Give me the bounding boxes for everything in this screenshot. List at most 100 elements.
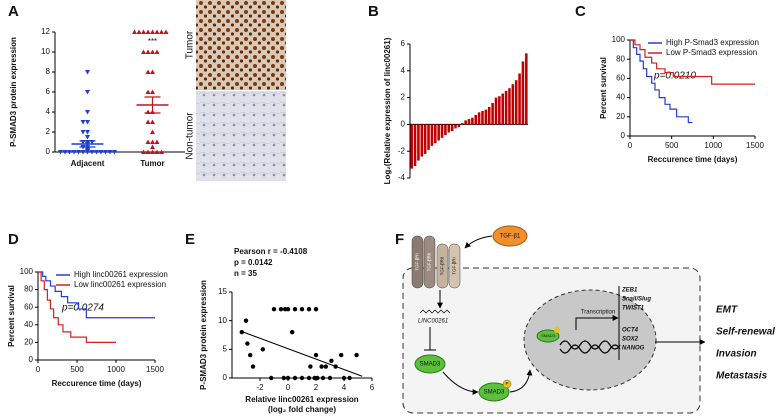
data-point bbox=[292, 375, 298, 381]
arrow bbox=[464, 235, 493, 249]
x-tick-label: 6 bbox=[370, 383, 375, 392]
data-point bbox=[150, 149, 155, 154]
dna bbox=[559, 340, 621, 350]
bar bbox=[484, 109, 488, 125]
receptor-label: TGF-βRI bbox=[452, 257, 457, 275]
y-tick-label: 0 bbox=[46, 147, 51, 156]
y-tick-label: 80 bbox=[24, 285, 33, 294]
x-tick-label: 0 bbox=[628, 141, 633, 150]
y-tick-label: 100 bbox=[20, 267, 34, 276]
bar bbox=[454, 124, 457, 129]
x-tick-label: 1500 bbox=[146, 365, 164, 374]
legend-label: Low P-Smad3 expression bbox=[666, 48, 757, 57]
bar bbox=[447, 124, 451, 133]
bar bbox=[521, 61, 525, 125]
bar bbox=[444, 124, 447, 136]
data-point bbox=[292, 307, 298, 312]
bar bbox=[464, 120, 467, 125]
bar bbox=[511, 84, 515, 125]
bar bbox=[474, 115, 478, 125]
receptor-label: TGF-βRI bbox=[415, 253, 420, 271]
phospho bbox=[502, 379, 512, 389]
survival-curve bbox=[38, 271, 116, 343]
data-point bbox=[150, 139, 155, 144]
x-tick-label: 2 bbox=[314, 383, 319, 392]
y-tick-label: 40 bbox=[616, 93, 625, 102]
transcription-label: Transcription bbox=[581, 310, 615, 316]
data-point bbox=[327, 375, 333, 381]
image-label: Tumor bbox=[185, 30, 196, 59]
gene: SOX2 bbox=[622, 337, 639, 343]
data-point bbox=[329, 358, 334, 363]
data-point bbox=[85, 90, 90, 95]
data-point bbox=[285, 375, 291, 381]
histology-image bbox=[196, 91, 286, 181]
x-tick-label: Tumor bbox=[140, 159, 164, 168]
data-point bbox=[132, 29, 137, 34]
bar bbox=[477, 112, 481, 125]
phospho-label: P bbox=[505, 381, 508, 386]
survival-curve bbox=[630, 39, 693, 124]
y-tick-label: 15 bbox=[218, 287, 227, 296]
bar bbox=[514, 80, 518, 125]
smad-label: SMAD3 bbox=[484, 390, 505, 396]
data-point bbox=[243, 318, 249, 323]
x-tick-label: 500 bbox=[70, 365, 84, 374]
data-point bbox=[278, 307, 284, 312]
bar bbox=[420, 124, 424, 157]
x-tick-label: 500 bbox=[665, 141, 679, 150]
data-point bbox=[299, 307, 305, 312]
gene: Snail/Slug bbox=[622, 297, 651, 303]
legend-label: Low linc00261 expression bbox=[74, 280, 166, 289]
data-point bbox=[154, 139, 160, 144]
diagram: TGF-βRI TGF-βRII TGF-βRII TGF-βRI TGF-β1… bbox=[402, 225, 775, 414]
bar bbox=[481, 111, 484, 125]
y-tick-label: 0 bbox=[223, 373, 228, 382]
data-point bbox=[58, 150, 63, 155]
data-point bbox=[299, 375, 305, 381]
data-point bbox=[145, 149, 151, 154]
y-tick-label: 60 bbox=[24, 302, 33, 311]
data-point bbox=[145, 89, 151, 94]
smad3 bbox=[478, 382, 510, 402]
bar bbox=[413, 124, 417, 166]
bar bbox=[450, 124, 454, 132]
arrow bbox=[442, 371, 479, 395]
data-point bbox=[150, 144, 155, 149]
data-point bbox=[107, 150, 113, 155]
receptor-label: TGF-βRII bbox=[440, 257, 445, 276]
data-point bbox=[112, 150, 117, 155]
histology-image bbox=[196, 0, 286, 90]
data-point bbox=[150, 69, 155, 74]
data-point bbox=[306, 307, 312, 312]
y-tick-label: 60 bbox=[616, 74, 625, 83]
data-point bbox=[260, 347, 265, 352]
bar bbox=[494, 97, 498, 125]
y-tick-label: 12 bbox=[41, 27, 50, 36]
data-point bbox=[85, 120, 90, 125]
survival-curve bbox=[630, 39, 755, 85]
x-tick-label: 1500 bbox=[746, 141, 764, 150]
data-point bbox=[281, 375, 286, 381]
y-tick-label: 8 bbox=[46, 67, 51, 76]
y-axis-label: Percent survival bbox=[7, 285, 16, 347]
ligand-label: TGF-β1 bbox=[500, 234, 521, 240]
rna-strand bbox=[419, 309, 451, 314]
bar bbox=[501, 93, 504, 125]
y-tick-label: 0 bbox=[621, 131, 626, 140]
data-point bbox=[89, 150, 95, 155]
y-tick-label: 20 bbox=[616, 112, 625, 121]
data-point bbox=[341, 375, 347, 381]
data-point bbox=[62, 150, 68, 155]
data-point bbox=[80, 120, 86, 125]
data-point bbox=[154, 29, 160, 34]
y-tick-label: 4 bbox=[46, 107, 51, 116]
data-point bbox=[85, 70, 90, 75]
data-point bbox=[159, 29, 164, 34]
panel-label: A bbox=[8, 3, 19, 20]
data-point bbox=[71, 150, 77, 155]
panel-label: B bbox=[368, 3, 379, 20]
y-axis-label: Percent survival bbox=[599, 57, 608, 119]
data-point bbox=[154, 49, 160, 54]
